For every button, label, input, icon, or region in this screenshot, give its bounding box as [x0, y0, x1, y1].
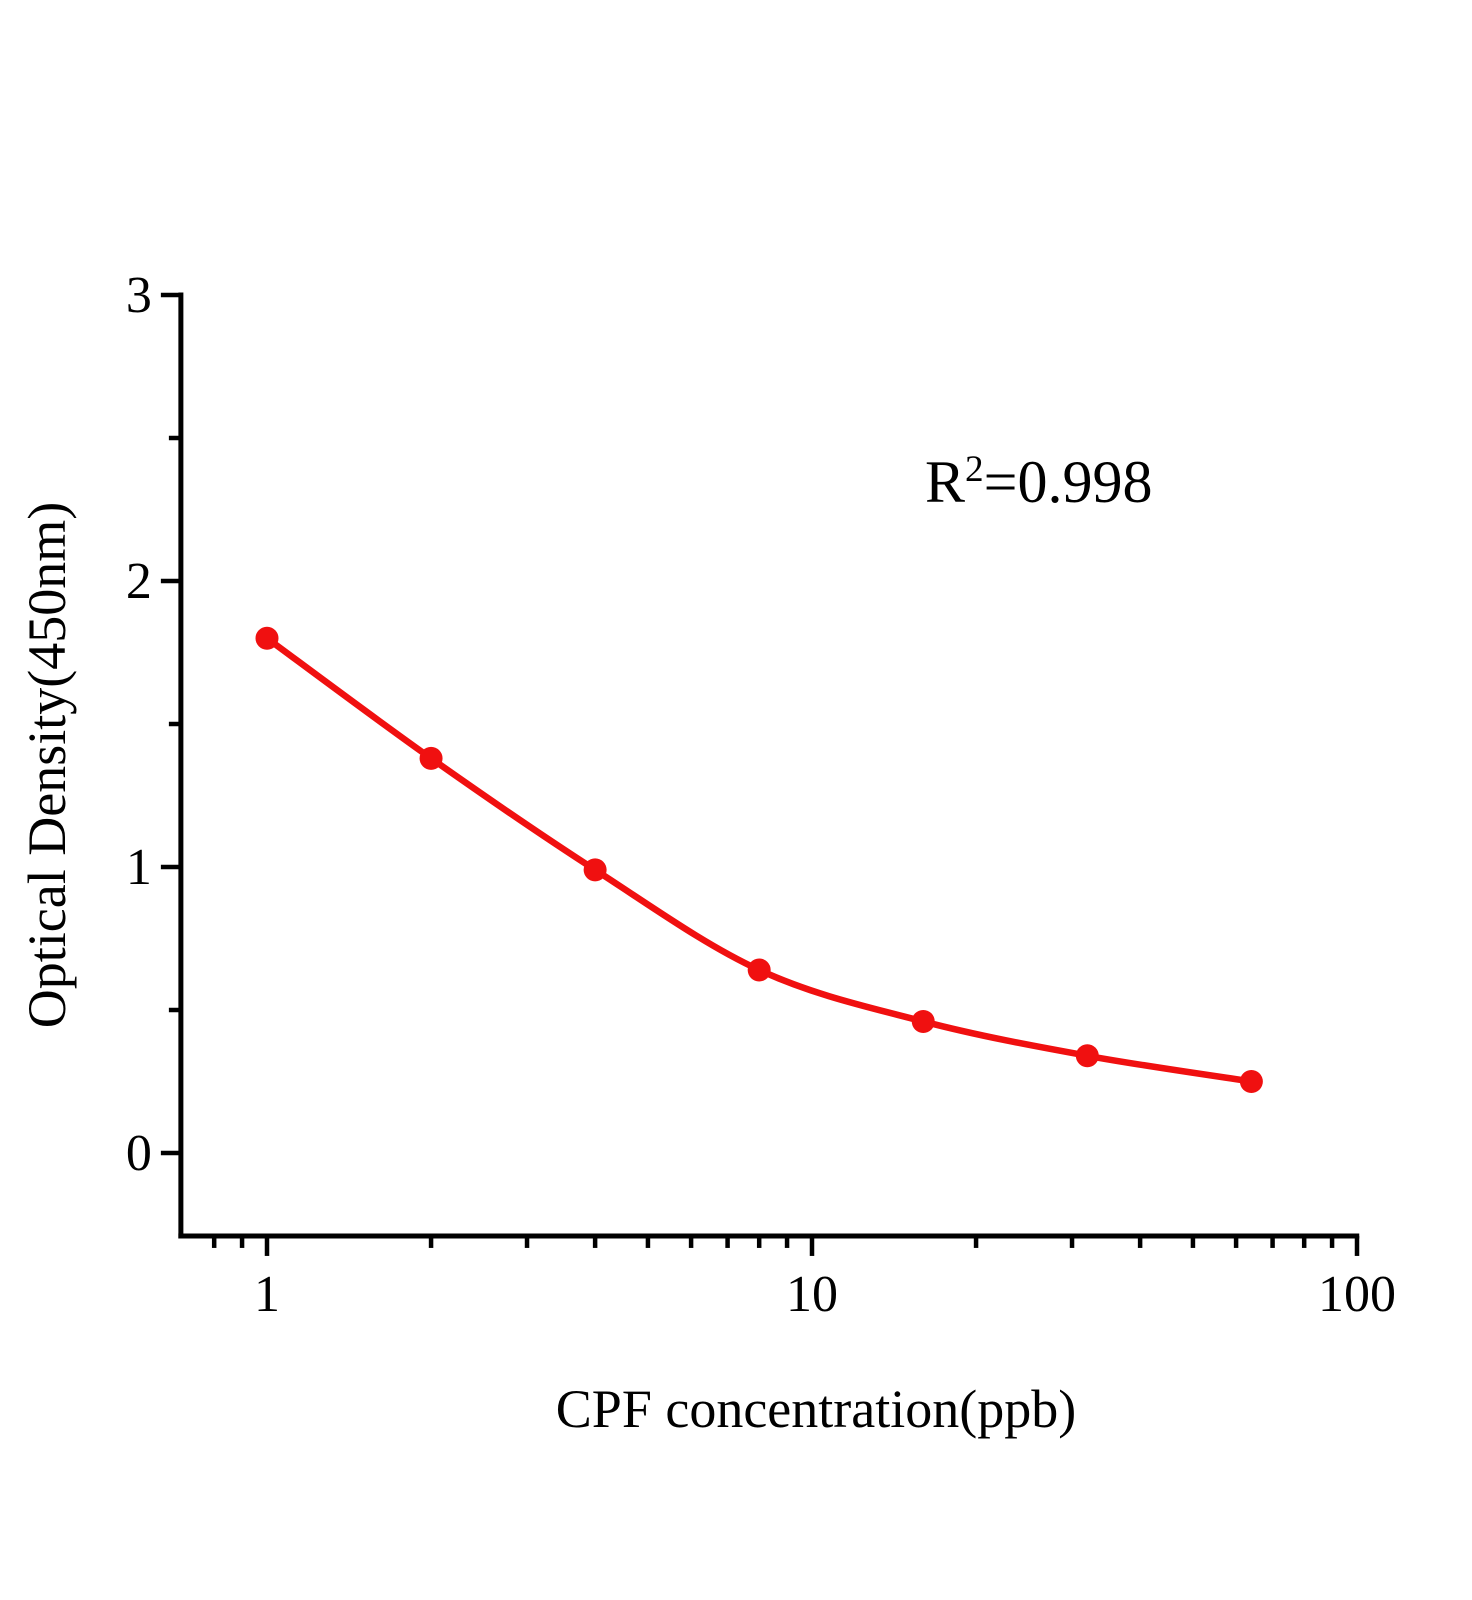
r-squared-annotation: R2=0.998: [925, 449, 1153, 515]
data-point: [583, 858, 607, 882]
y-axis-title: Optical Density(450nm): [17, 501, 77, 1029]
r-squared-exponent: 2: [965, 449, 984, 490]
x-tick-label: 1: [254, 1266, 280, 1323]
r-squared-value: =0.998: [983, 449, 1153, 515]
y-tick-label: 1: [126, 839, 152, 896]
r-squared-base: R: [925, 449, 966, 515]
fit-curve: [263, 634, 1255, 1085]
y-tick-label: 2: [126, 553, 152, 610]
data-point: [747, 958, 771, 982]
data-point: [419, 746, 443, 770]
x-axis-title: CPF concentration(ppb): [555, 1379, 1077, 1439]
data-point: [255, 626, 279, 650]
data-point: [1075, 1044, 1099, 1068]
data-point: [1239, 1070, 1263, 1093]
x-tick-label: 100: [1318, 1266, 1396, 1323]
y-tick-label: 3: [126, 267, 152, 324]
data-point: [911, 1009, 935, 1033]
x-tick-label: 10: [786, 1266, 838, 1323]
y-tick-label: 0: [126, 1125, 152, 1182]
